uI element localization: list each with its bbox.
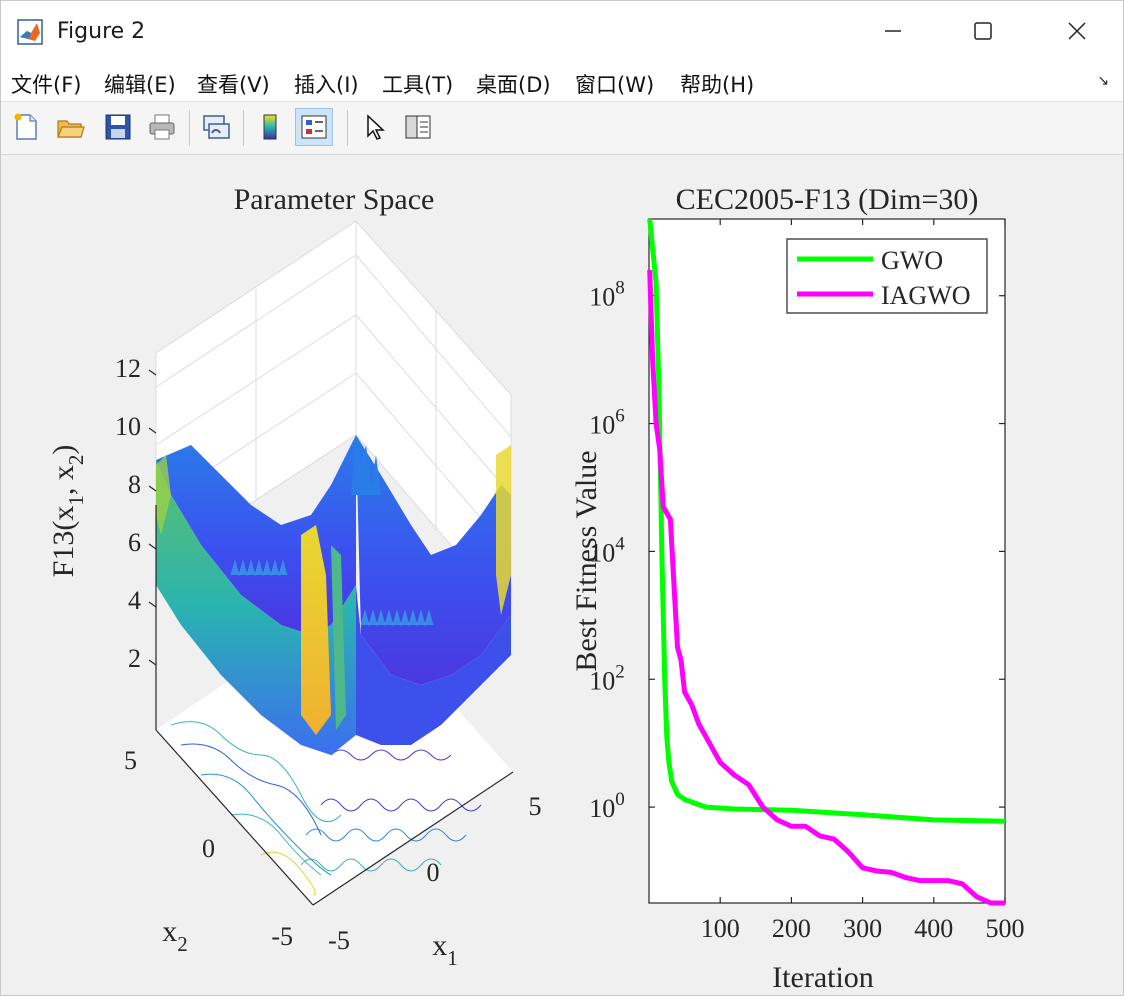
ztick-mark [148, 427, 157, 434]
x-tick-label: 100 [701, 914, 740, 943]
y-tick-label: 108 [589, 278, 625, 312]
series-line-iagwo [647, 270, 1005, 906]
legend-box [786, 238, 988, 314]
x-tick-label: 400 [914, 914, 953, 943]
title-bar: Figure 2 [1, 1, 1123, 63]
save-button[interactable] [99, 108, 137, 146]
minimize-button[interactable] [863, 11, 923, 51]
ztick-label: 8 [128, 470, 141, 499]
menu-bar: 文件(F) 编辑(E) 查看(V) 插入(I) 工具(T) 桌面(D) 窗口(W… [1, 63, 1123, 102]
menu-desktop[interactable]: 桌面(D) [476, 73, 551, 97]
maximize-icon [974, 22, 992, 40]
colorbar-icon [263, 114, 277, 140]
y-tick-label: 104 [589, 533, 625, 567]
window-title: Figure 2 [57, 19, 146, 44]
legend-label-gwo: GWO [881, 246, 943, 275]
ytick-label: -5 [271, 922, 293, 951]
insert-legend-button[interactable] [295, 108, 333, 146]
legend-label-iagwo: IAGWO [881, 281, 971, 310]
y-tick-label: 102 [589, 661, 625, 695]
menu-window[interactable]: 窗口(W) [575, 73, 655, 97]
xtick-label: -5 [328, 926, 350, 955]
ztick-label: 12 [115, 354, 141, 383]
series-layer [647, 218, 1006, 906]
zlabel-f13: F13(x1, x2) [47, 445, 88, 578]
x-tick-label: 200 [772, 914, 811, 943]
menu-help[interactable]: 帮助(H) [680, 73, 755, 97]
new-figure-button[interactable] [7, 108, 45, 146]
y-tick-label: 100 [589, 789, 625, 823]
convergence-plot[interactable]: CEC2005-F13 (Dim=30) 100 200 300 400 5001001… [561, 155, 1121, 995]
xtick-label: 0 [427, 858, 440, 887]
toolbar-separator [189, 110, 190, 146]
xlabel-x1: x1 [432, 929, 458, 970]
menu-view[interactable]: 查看(V) [197, 73, 270, 97]
ztick-mark [148, 601, 157, 608]
open-file-button[interactable] [51, 108, 89, 146]
save-icon [105, 114, 131, 140]
y-tick-label: 106 [589, 406, 625, 440]
maximize-button[interactable] [953, 11, 1013, 51]
new-figure-icon [14, 113, 37, 140]
ytick-label: 0 [202, 834, 215, 863]
x-tick-label: 500 [986, 914, 1025, 943]
ztick-mark [148, 485, 157, 492]
x-tick-label: 300 [843, 914, 882, 943]
ztick-label: 10 [115, 412, 141, 441]
menu-edit[interactable]: 编辑(E) [104, 73, 176, 97]
menu-file[interactable]: 文件(F) [11, 73, 82, 97]
fitness-surface [156, 435, 511, 755]
xtick-label: 5 [529, 792, 542, 821]
legend-icon [301, 115, 327, 139]
close-button[interactable] [1047, 11, 1107, 51]
plot-area [648, 218, 1006, 904]
property-inspector-button[interactable] [399, 108, 437, 146]
minimize-icon [885, 30, 901, 32]
link-plot-button[interactable] [197, 108, 235, 146]
toolbar-separator [243, 110, 244, 146]
link-plot-icon [203, 115, 230, 139]
matlab-logo-icon [17, 19, 43, 45]
ylabel-x2: x2 [162, 915, 188, 956]
surface-plot[interactable]: 2 4 6 8 10 12 5 0 -5 -5 0 5 Parameter Sp… [1, 155, 561, 995]
tick-layer: 100 200 300 400 500 100 102 104 106 108 [589, 219, 1025, 943]
toolbar-separator [347, 110, 348, 146]
ytick-label: 5 [124, 746, 137, 775]
series-line-gwo [647, 218, 1006, 824]
insert-colorbar-button[interactable] [251, 108, 289, 146]
x-axis-label: Iteration [772, 961, 874, 994]
legend[interactable]: GWO IAGWO [786, 238, 988, 314]
ztick-mark [148, 369, 157, 376]
close-icon [1068, 22, 1086, 40]
menu-tools[interactable]: 工具(T) [382, 73, 454, 97]
ztick-mark [148, 659, 157, 666]
ztick-mark [148, 543, 157, 550]
axes-lines [155, 505, 514, 906]
chart-title: CEC2005-F13 (Dim=30) [676, 183, 979, 216]
ztick-label: 4 [128, 586, 141, 615]
ztick-label: 6 [128, 528, 141, 557]
toolbar [1, 102, 1123, 155]
open-file-icon [57, 120, 85, 138]
ztick-label: 2 [128, 644, 141, 673]
menu-insert[interactable]: 插入(I) [294, 73, 359, 97]
print-button[interactable] [143, 108, 181, 146]
print-icon [149, 114, 175, 140]
left-plot-title: Parameter Space [234, 183, 435, 216]
dock-arrow-icon[interactable]: ↘ [1097, 73, 1109, 89]
edit-plot-icon [367, 114, 385, 140]
y-axis-label: Best Fitness Value [570, 450, 603, 671]
property-inspector-icon [405, 115, 431, 139]
edit-plot-button[interactable] [355, 108, 393, 146]
figure-canvas: 2 4 6 8 10 12 5 0 -5 -5 0 5 Parameter Sp… [1, 155, 1123, 995]
